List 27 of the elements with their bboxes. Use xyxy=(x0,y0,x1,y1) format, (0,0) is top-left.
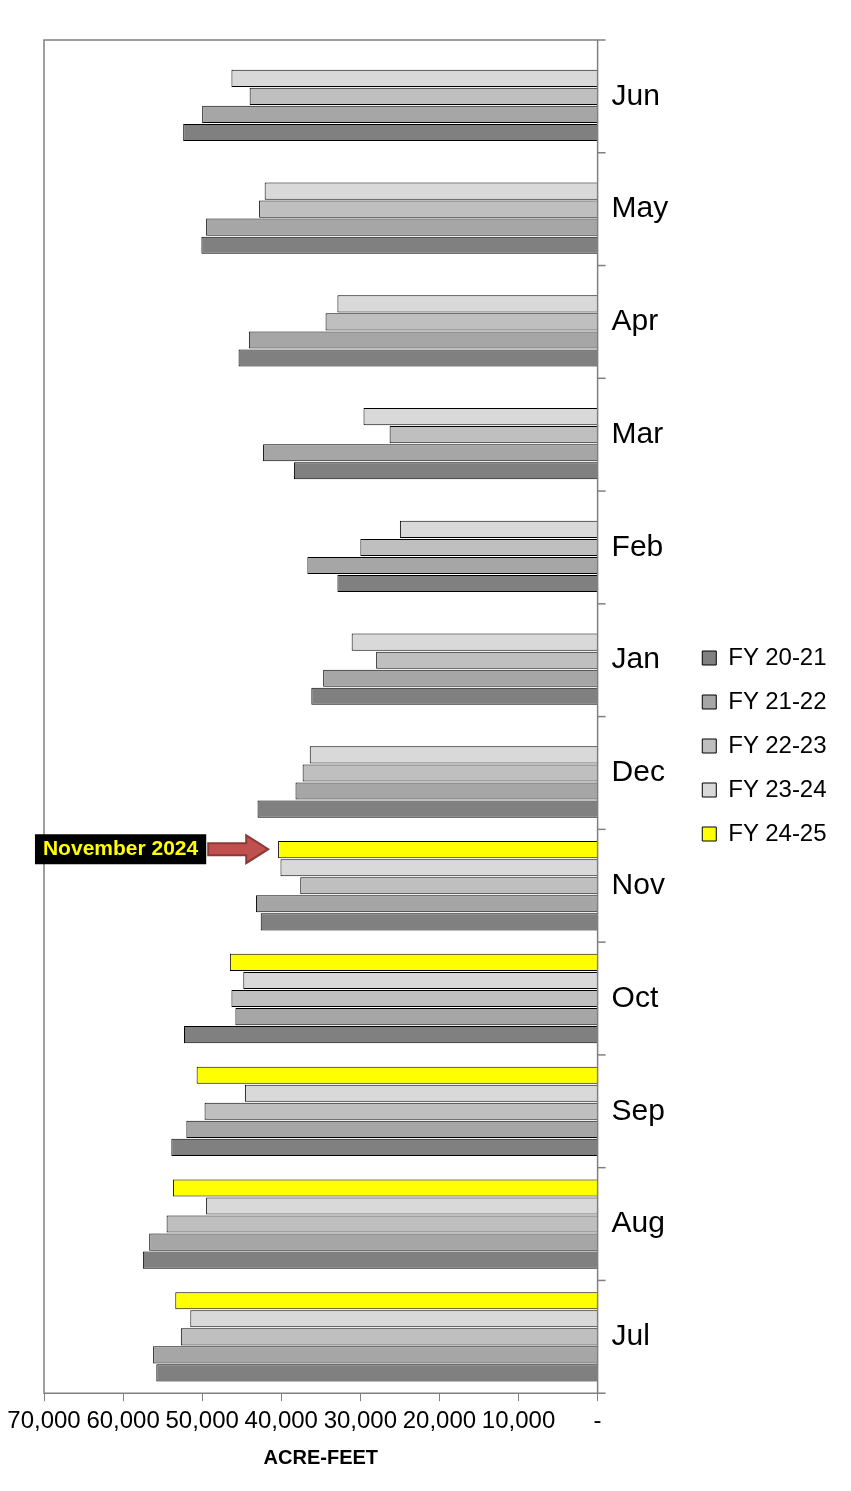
legend-label: FY 23-24 xyxy=(728,774,827,802)
x-tick-label: 10,000 xyxy=(481,1406,556,1434)
y-tick-label: Oct xyxy=(611,979,659,1013)
y-tick-label: May xyxy=(611,190,669,224)
x-tick-label: 70,000 xyxy=(7,1406,81,1434)
legend-label: FY 24-25 xyxy=(728,818,827,846)
legend-label: FY 21-22 xyxy=(728,686,827,714)
y-tick-label: Jan xyxy=(611,641,660,675)
y-tick-label: Jun xyxy=(611,77,660,111)
x-axis-title: ACRE-FEET xyxy=(263,1445,379,1468)
x-tick-label: 30,000 xyxy=(323,1406,398,1434)
legend-label: FY 20-21 xyxy=(728,642,827,670)
x-tick-label: 60,000 xyxy=(86,1406,160,1434)
y-tick-label: Aug xyxy=(611,1205,665,1239)
y-tick-label: Nov xyxy=(611,867,665,901)
annotation: November 2024 xyxy=(42,836,199,860)
y-tick-label: Dec xyxy=(611,754,665,788)
y-tick-label: Sep xyxy=(611,1092,665,1126)
x-tick-label: 20,000 xyxy=(402,1406,477,1434)
legend-label: FY 22-23 xyxy=(728,730,827,758)
y-tick-label: Apr xyxy=(611,303,659,337)
x-tick-label: 50,000 xyxy=(165,1406,239,1434)
y-tick-label: Feb xyxy=(611,528,664,562)
y-tick-label: Mar xyxy=(611,415,664,449)
x-tick-label: 40,000 xyxy=(244,1406,318,1434)
y-tick-label: Jul xyxy=(611,1318,650,1352)
x-tick-label: - xyxy=(593,1406,602,1434)
